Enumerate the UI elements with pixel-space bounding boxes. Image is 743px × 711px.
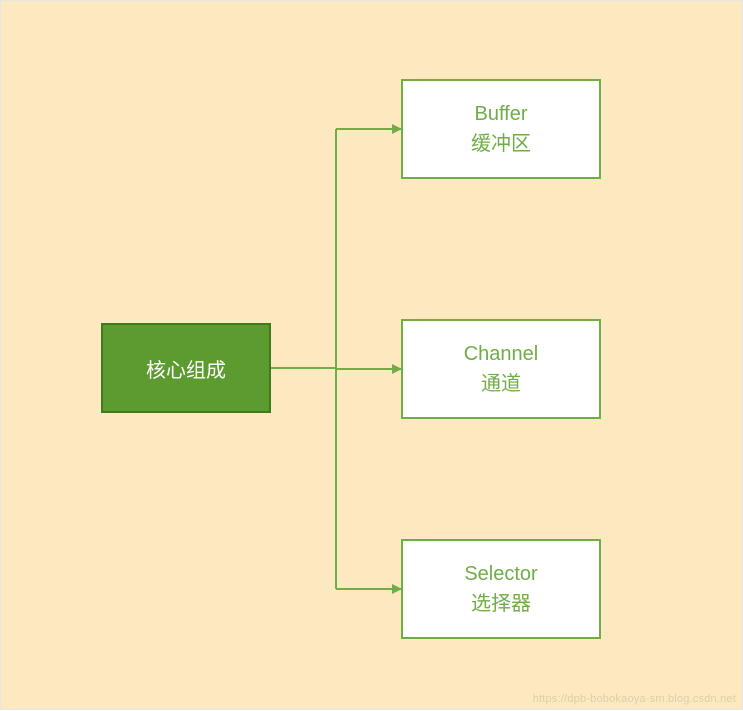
child-node-channel: Channel 通道 — [401, 319, 601, 419]
root-node: 核心组成 — [101, 323, 271, 413]
child-node-subtitle: 选择器 — [471, 589, 531, 619]
child-node-title: Buffer — [475, 99, 528, 129]
child-node-subtitle: 缓冲区 — [471, 129, 531, 159]
root-node-label: 核心组成 — [146, 354, 226, 383]
child-node-title: Selector — [464, 559, 537, 589]
diagram-canvas: 核心组成 Buffer 缓冲区 Channel 通道 Selector 选择器 … — [0, 0, 743, 710]
child-node-subtitle: 通道 — [481, 369, 521, 399]
watermark-text: https://dpb-bobokaoya-sm.blog.csdn.net — [533, 693, 736, 705]
child-node-title: Channel — [464, 339, 539, 369]
child-node-selector: Selector 选择器 — [401, 539, 601, 639]
child-node-buffer: Buffer 缓冲区 — [401, 79, 601, 179]
